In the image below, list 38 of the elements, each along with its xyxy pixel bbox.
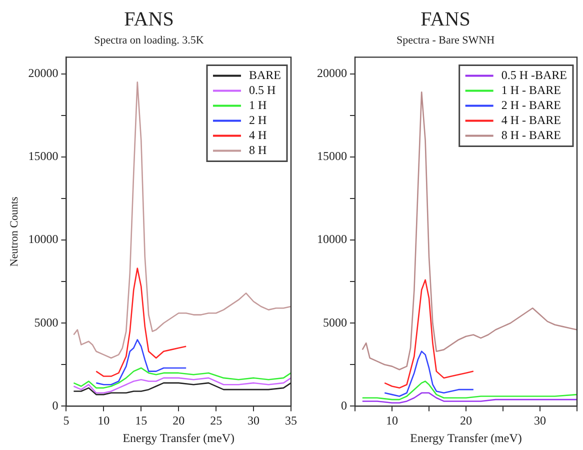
x-axis-title: Energy Transfer (meV): [122, 430, 234, 445]
x-tick-label: 10: [386, 414, 398, 428]
legend-label: 2 H - BARE: [501, 98, 562, 112]
x-tick-label: 20: [460, 414, 472, 428]
x-tick-label: 25: [210, 414, 222, 428]
legend-label: 4 H - BARE: [501, 112, 562, 127]
chart-subtitle: Spectra on loading. 3.5K: [94, 34, 204, 46]
legend-label: 0.5 H -BARE: [501, 68, 568, 82]
x-axis-title: Energy Transfer (meV): [410, 430, 522, 445]
legend-label: 4 H: [248, 128, 267, 142]
y-tick-label: 5000: [34, 315, 58, 330]
x-tick-label: 35: [285, 414, 297, 428]
legend-label: BARE: [248, 68, 282, 82]
x-tick-label: 15: [135, 414, 148, 428]
x-tick-label: 30: [534, 414, 546, 428]
legend-label: 8 H: [248, 142, 267, 157]
y-tick-label: 10000: [317, 232, 347, 246]
legend-label: 8 H - BARE: [501, 128, 562, 142]
legend-label: 2 H: [248, 112, 267, 127]
y-tick-label: 20000: [28, 66, 58, 80]
legend-label: 1 H - BARE: [501, 82, 562, 97]
legend-label: 1 H: [248, 98, 267, 112]
legend-label: 0.5 H: [248, 82, 276, 97]
y-tick-label: 5000: [323, 315, 347, 330]
chart-subtitle: Spectra - Bare SWNH: [396, 34, 495, 46]
y-tick-label: 20000: [317, 66, 347, 80]
chart-title: FANS: [420, 8, 470, 30]
y-tick-label: 0: [52, 398, 58, 412]
x-tick-label: 30: [248, 414, 260, 428]
y-axis-title: Neutron Counts: [8, 196, 20, 267]
y-tick-label: 15000: [317, 149, 347, 164]
x-tick-label: 10: [98, 414, 110, 428]
y-tick-label: 10000: [28, 232, 58, 246]
x-tick-label: 5: [63, 414, 70, 428]
chart-title: FANS: [124, 8, 174, 30]
x-tick-label: 20: [172, 414, 185, 428]
y-tick-label: 0: [341, 398, 347, 412]
y-tick-label: 15000: [28, 149, 58, 164]
